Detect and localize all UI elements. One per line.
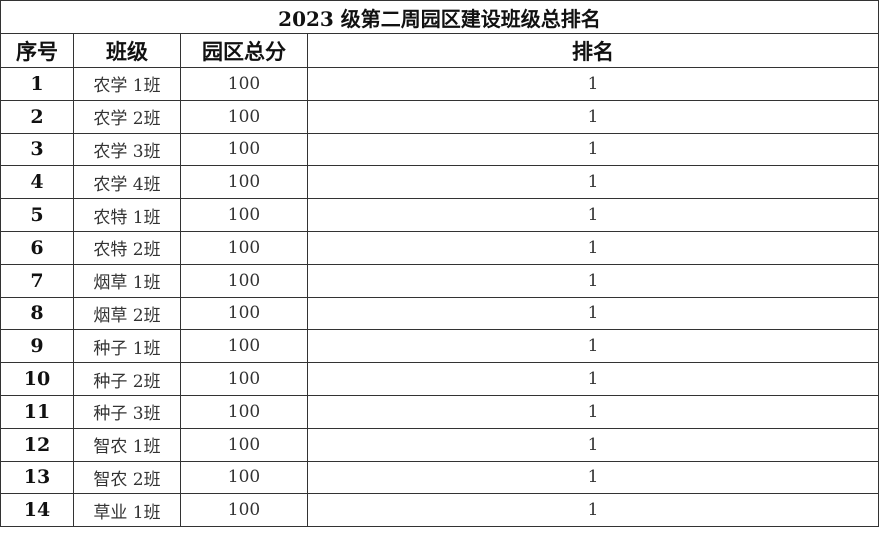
table-row: 6 农特 2班 100 1 bbox=[0, 230, 879, 265]
header-index: 序号 bbox=[0, 33, 74, 68]
row-class: 智农 2班 bbox=[73, 460, 181, 495]
row-score: 100 bbox=[180, 67, 308, 101]
table-row: 1 农学 1班 100 1 bbox=[0, 67, 879, 101]
row-class: 农学 3班 bbox=[73, 132, 181, 167]
row-class: 烟草 1班 bbox=[73, 263, 181, 298]
row-rank: 1 bbox=[307, 132, 879, 167]
row-score: 100 bbox=[180, 362, 308, 396]
row-index: 1 bbox=[0, 67, 74, 101]
row-score: 100 bbox=[180, 329, 308, 364]
header-score: 园区总分 bbox=[180, 33, 308, 68]
row-rank: 1 bbox=[307, 230, 879, 265]
row-index: 3 bbox=[0, 132, 74, 167]
table-row: 5 农特 1班 100 1 bbox=[0, 198, 879, 232]
row-rank: 1 bbox=[307, 263, 879, 298]
row-class: 农学 4班 bbox=[73, 165, 181, 200]
row-class: 农特 2班 bbox=[73, 230, 181, 265]
table-title: 2023 级第二周园区建设班级总排名 bbox=[0, 0, 879, 34]
row-class: 种子 2班 bbox=[73, 362, 181, 396]
row-score: 100 bbox=[180, 460, 308, 495]
row-rank: 1 bbox=[307, 394, 879, 429]
table-row: 11 种子 3班 100 1 bbox=[0, 394, 879, 429]
table-row: 2 农学 2班 100 1 bbox=[0, 99, 879, 134]
row-rank: 1 bbox=[307, 460, 879, 495]
header-row: 序号 班级 园区总分 排名 bbox=[0, 33, 879, 68]
row-index: 9 bbox=[0, 329, 74, 364]
row-class: 农学 2班 bbox=[73, 99, 181, 134]
row-rank: 1 bbox=[307, 329, 879, 364]
row-index: 11 bbox=[0, 394, 74, 429]
row-index: 8 bbox=[0, 296, 74, 331]
row-index: 13 bbox=[0, 460, 74, 495]
row-index: 6 bbox=[0, 230, 74, 265]
table-row: 13 智农 2班 100 1 bbox=[0, 460, 879, 495]
row-rank: 1 bbox=[307, 427, 879, 462]
row-index: 4 bbox=[0, 165, 74, 200]
table-row: 4 农学 4班 100 1 bbox=[0, 165, 879, 200]
row-class: 农特 1班 bbox=[73, 198, 181, 232]
row-score: 100 bbox=[180, 230, 308, 265]
row-index: 5 bbox=[0, 198, 74, 232]
row-rank: 1 bbox=[307, 99, 879, 134]
row-rank: 1 bbox=[307, 67, 879, 101]
row-index: 14 bbox=[0, 493, 74, 528]
row-class: 种子 1班 bbox=[73, 329, 181, 364]
table-row: 12 智农 1班 100 1 bbox=[0, 427, 879, 462]
row-class: 智农 1班 bbox=[73, 427, 181, 462]
row-index: 7 bbox=[0, 263, 74, 298]
row-score: 100 bbox=[180, 427, 308, 462]
header-rank: 排名 bbox=[307, 33, 879, 68]
row-rank: 1 bbox=[307, 165, 879, 200]
row-rank: 1 bbox=[307, 198, 879, 232]
row-index: 12 bbox=[0, 427, 74, 462]
table-row: 8 烟草 2班 100 1 bbox=[0, 296, 879, 331]
row-rank: 1 bbox=[307, 362, 879, 396]
row-score: 100 bbox=[180, 263, 308, 298]
row-score: 100 bbox=[180, 165, 308, 200]
row-class: 农学 1班 bbox=[73, 67, 181, 101]
table-row: 9 种子 1班 100 1 bbox=[0, 329, 879, 364]
row-class: 种子 3班 bbox=[73, 394, 181, 429]
row-index: 2 bbox=[0, 99, 74, 134]
row-class: 烟草 2班 bbox=[73, 296, 181, 331]
row-rank: 1 bbox=[307, 296, 879, 331]
table-row: 10 种子 2班 100 1 bbox=[0, 362, 879, 396]
row-score: 100 bbox=[180, 296, 308, 331]
row-score: 100 bbox=[180, 198, 308, 232]
row-rank: 1 bbox=[307, 493, 879, 528]
table-row: 14 草业 1班 100 1 bbox=[0, 493, 879, 528]
table-row: 3 农学 3班 100 1 bbox=[0, 132, 879, 167]
row-score: 100 bbox=[180, 493, 308, 528]
header-class: 班级 bbox=[73, 33, 181, 68]
row-index: 10 bbox=[0, 362, 74, 396]
row-score: 100 bbox=[180, 99, 308, 134]
row-class: 草业 1班 bbox=[73, 493, 181, 528]
title-row: 2023 级第二周园区建设班级总排名 bbox=[0, 0, 879, 34]
table-row: 7 烟草 1班 100 1 bbox=[0, 263, 879, 298]
row-score: 100 bbox=[180, 394, 308, 429]
row-score: 100 bbox=[180, 132, 308, 167]
